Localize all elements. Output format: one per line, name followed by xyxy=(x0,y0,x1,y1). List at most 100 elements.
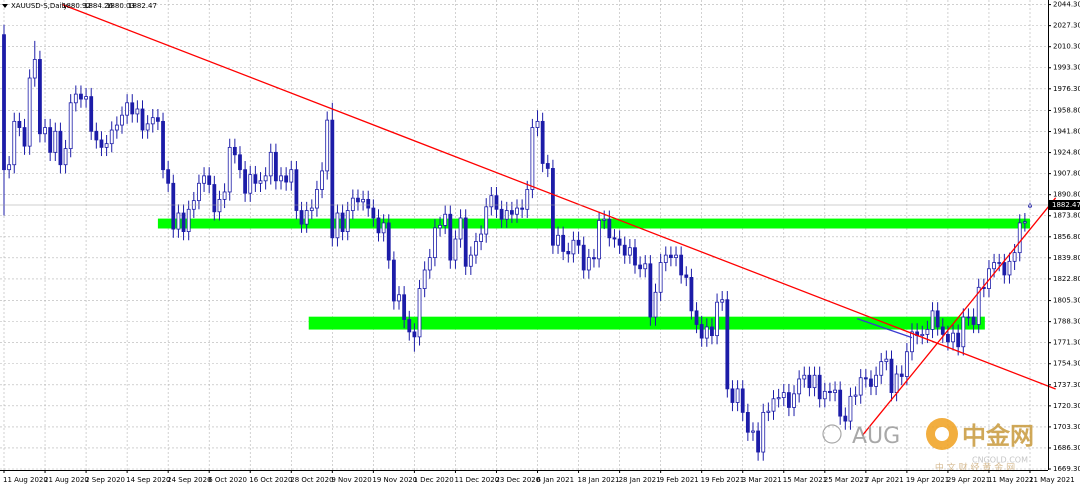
current-price-box xyxy=(1049,200,1080,211)
candle-body xyxy=(930,310,935,330)
candle-body xyxy=(494,195,499,210)
candle-body xyxy=(597,220,601,260)
candle-body xyxy=(956,332,961,348)
candle-body xyxy=(371,207,376,219)
candle-body xyxy=(427,257,432,271)
candle-body xyxy=(463,217,468,267)
candle-body xyxy=(356,197,360,203)
candle-body xyxy=(807,374,812,389)
trendline xyxy=(856,318,913,339)
y-tick-label: 1805.30 xyxy=(1053,297,1080,305)
candle-body xyxy=(756,430,761,453)
candle-body xyxy=(689,277,694,312)
x-tick-label: 11 Aug 2020 xyxy=(3,476,48,484)
candle-body xyxy=(263,175,268,182)
x-tick-label: 28 Jan 2021 xyxy=(619,476,661,484)
candle-body xyxy=(658,262,663,293)
candle-body xyxy=(566,251,571,255)
candle-body xyxy=(43,127,47,135)
candle-body xyxy=(58,130,63,166)
candle-body xyxy=(515,207,519,215)
candle-body xyxy=(68,102,73,150)
y-tick-label: 1958.80 xyxy=(1053,106,1080,114)
candle-body xyxy=(299,210,304,225)
header-low: 1880.03 xyxy=(106,2,135,10)
y-tick-label: 1941.80 xyxy=(1053,128,1080,136)
candle-body xyxy=(545,163,550,169)
candle-body xyxy=(1022,221,1027,224)
candle-body xyxy=(443,213,448,226)
y-tick-label: 1856.80 xyxy=(1053,233,1080,241)
candle-body xyxy=(248,174,253,194)
x-tick-label: 23 Dec 2020 xyxy=(495,476,540,484)
candle-body xyxy=(268,151,273,177)
candle-body xyxy=(232,146,237,156)
candle-body xyxy=(761,412,766,453)
candle-body xyxy=(571,239,576,255)
y-tick-label: 1669.30 xyxy=(1053,465,1080,473)
candle-body xyxy=(130,102,135,115)
candle-body xyxy=(781,392,786,398)
candle-body xyxy=(730,388,735,403)
candle-body xyxy=(243,169,248,194)
candle-body xyxy=(509,210,514,215)
candle-body xyxy=(155,117,160,122)
candle-body xyxy=(320,170,324,190)
candle-body xyxy=(104,143,109,148)
candle-body xyxy=(417,288,422,338)
y-tick-label: 1993.30 xyxy=(1053,64,1080,72)
candle-body xyxy=(786,392,791,408)
candle-body xyxy=(710,326,714,337)
x-tick-label: 19 Feb 2021 xyxy=(701,476,745,484)
candle-body xyxy=(335,212,340,239)
candle-body xyxy=(874,374,878,387)
candle-body xyxy=(376,217,381,234)
candle-body xyxy=(397,294,401,302)
candle-body xyxy=(904,351,909,377)
current-price-label: 1882.47 xyxy=(1052,201,1080,209)
candle-body xyxy=(207,175,212,185)
candle-body xyxy=(638,264,643,270)
candle-body xyxy=(745,412,750,433)
candle-body xyxy=(166,169,171,184)
candle-body xyxy=(822,390,827,400)
candle-body xyxy=(32,59,37,79)
header-open: 1880.92 xyxy=(62,2,91,10)
y-tick-label: 1890.80 xyxy=(1053,191,1080,199)
candle-body xyxy=(848,395,853,422)
candle-body xyxy=(879,361,884,376)
x-tick-label: 14 Sep 2020 xyxy=(126,476,170,484)
candle-body xyxy=(797,378,802,395)
y-tick-label: 1788.30 xyxy=(1053,318,1080,326)
candle-body xyxy=(766,410,771,413)
candle-body xyxy=(53,130,58,153)
candle-body xyxy=(304,210,309,225)
header-arrow xyxy=(2,4,8,8)
candle-body xyxy=(433,227,437,259)
candle-body xyxy=(438,225,442,229)
candle-body xyxy=(976,286,981,325)
candle-body xyxy=(48,127,53,153)
x-tick-label: 7 Apr 2021 xyxy=(865,476,904,484)
candle-body xyxy=(817,374,822,400)
candle-body xyxy=(484,206,489,235)
candle-body xyxy=(576,239,581,246)
candle-body xyxy=(181,212,186,232)
candle-body xyxy=(99,139,104,148)
candle-body xyxy=(212,184,217,213)
candle-body xyxy=(699,324,704,339)
x-tick-label: 9 Feb 2021 xyxy=(660,476,699,484)
candle-body xyxy=(1007,260,1012,276)
candle-body xyxy=(679,254,684,276)
candle-body xyxy=(222,191,227,200)
candle-body xyxy=(525,189,530,210)
x-tick-label: 11 May 2021 xyxy=(988,476,1034,484)
candle-body xyxy=(366,198,371,209)
candle-body xyxy=(833,389,837,393)
candle-body xyxy=(935,310,940,328)
candle-body xyxy=(381,222,386,234)
header-high: 1884.26 xyxy=(84,2,113,10)
candle-body xyxy=(669,254,673,259)
x-tick-label: 2 Sep 2020 xyxy=(85,476,125,484)
candle-body xyxy=(391,259,396,302)
